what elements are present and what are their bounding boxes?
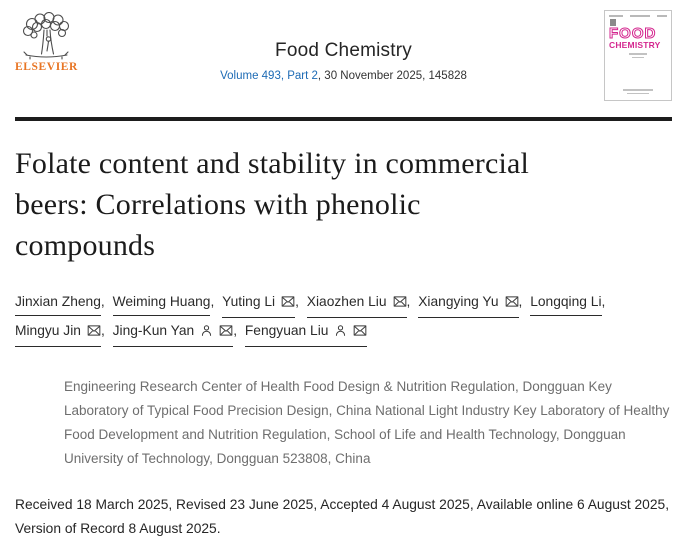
journal-heading: Food Chemistry Volume 493, Part 2, 30 No… (15, 0, 672, 82)
author-name: Fengyuan Liu (244, 323, 329, 338)
elsevier-tree-icon (15, 12, 77, 60)
journal-cover-thumbnail[interactable]: FOOD CHEMISTRY (604, 10, 672, 101)
article-title: Folate content and stability in commerci… (15, 147, 530, 262)
cover-logo-mark (610, 19, 616, 26)
cover-title-food: FOOD (609, 25, 657, 42)
author-separator: , (295, 294, 303, 309)
article-dates: Received 18 March 2025, Revised 23 June … (15, 497, 670, 536)
volume-line: Volume 493, Part 2, 30 November 2025, 14… (15, 70, 672, 82)
person-icon (334, 325, 347, 340)
author-link[interactable]: Mingyu Jin (15, 318, 101, 347)
author-link[interactable]: Xiaozhen Liu (306, 289, 407, 318)
author-link[interactable]: Jinxian Zheng (15, 289, 101, 316)
cover-title-chemistry: CHEMISTRY (609, 40, 661, 50)
envelope-icon (281, 296, 295, 311)
author-link[interactable]: Xiangying Yu (418, 289, 519, 318)
author-name: Yuting Li (222, 294, 276, 309)
author-separator: , (210, 294, 219, 309)
elsevier-wordmark: ELSEVIER (15, 61, 78, 73)
author-name: Weiming Huang (112, 294, 211, 309)
author-link[interactable]: Fengyuan Liu (244, 318, 368, 347)
cover-footer-text (605, 89, 671, 94)
author-link[interactable]: Jing-Kun Yan (112, 318, 234, 347)
author-link[interactable]: Longqing Li (530, 289, 602, 316)
author-name: Mingyu Jin (15, 323, 81, 338)
header-divider-rule (15, 117, 672, 121)
author-separator: , (233, 323, 241, 338)
journal-title: Food Chemistry (275, 40, 412, 61)
person-icon (200, 325, 213, 340)
cover-top-text (609, 15, 667, 17)
volume-issue-link[interactable]: Volume 493, Part 2 (220, 70, 318, 82)
author-name: Xiangying Yu (418, 294, 499, 309)
journal-banner: ELSEVIER Food Chemistry Volume 493, Part… (15, 0, 672, 117)
envelope-icon (353, 325, 367, 340)
author-separator: , (406, 294, 415, 309)
author-link[interactable]: Yuting Li (222, 289, 296, 318)
envelope-icon (505, 296, 519, 311)
author-separator: , (100, 294, 109, 309)
author-name: Jinxian Zheng (15, 294, 101, 309)
author-name: Xiaozhen Liu (306, 294, 387, 309)
author-name: Longqing Li (530, 294, 602, 309)
envelope-icon (87, 325, 101, 340)
affiliation-text: Engineering Research Center of Health Fo… (64, 379, 670, 466)
author-list: Jinxian Zheng, Weiming Huang, Yuting Li,… (15, 289, 672, 347)
author-separator: , (601, 294, 606, 309)
author-separator: , (100, 323, 109, 338)
author-link[interactable]: Weiming Huang (112, 289, 211, 316)
author-separator: , (518, 294, 527, 309)
issue-date-text: , 30 November 2025, 145828 (317, 70, 467, 82)
elsevier-logo: ELSEVIER (15, 12, 77, 73)
author-name: Jing-Kun Yan (112, 323, 195, 338)
envelope-icon (393, 296, 407, 311)
cover-editor-text (609, 53, 667, 58)
envelope-icon (219, 325, 233, 340)
